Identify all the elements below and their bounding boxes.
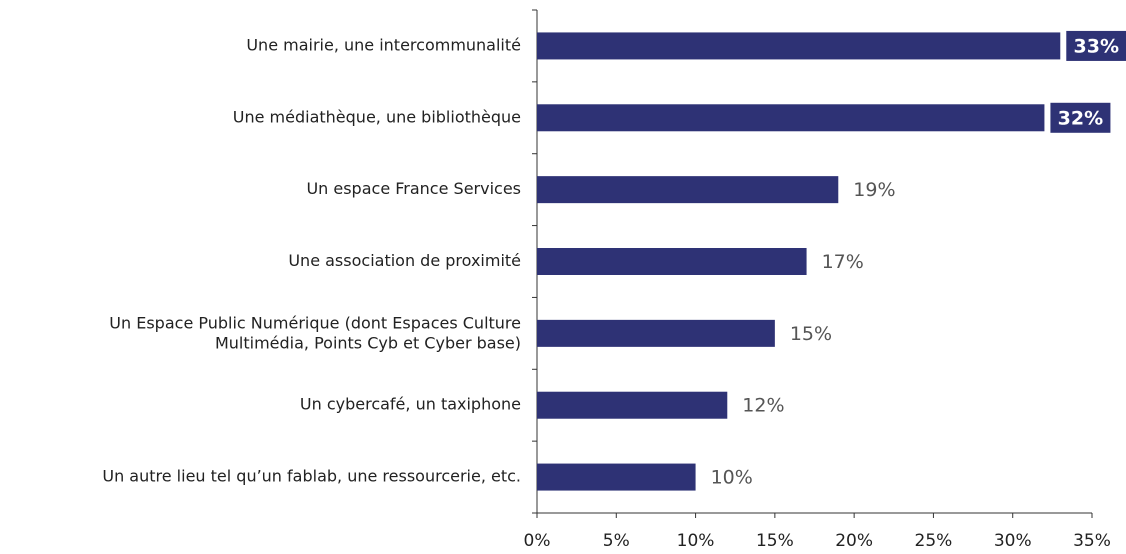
value-label-box: [1050, 102, 1111, 133]
bar: [537, 319, 775, 347]
y-tick-label: Une médiathèque, une bibliothèque: [233, 107, 521, 126]
x-tick-label: 10%: [677, 531, 715, 551]
x-tick-label: 0%: [524, 531, 551, 551]
value-label-box: [1066, 30, 1126, 61]
value-label: 17%: [822, 251, 864, 273]
value-label: 12%: [742, 395, 784, 417]
bar: [537, 32, 1061, 60]
bar: [537, 391, 728, 419]
value-label: 32%: [1058, 107, 1103, 129]
bar: [537, 463, 696, 491]
y-tick-label: Une association de proximité: [288, 251, 521, 270]
bar: [537, 248, 807, 275]
x-tick-label: 5%: [603, 531, 630, 551]
y-tick-label: Un Espace Public Numérique (dont Espaces…: [109, 313, 521, 352]
y-tick-label: Une mairie, une intercommunalité: [246, 35, 521, 54]
value-label: 33%: [1074, 35, 1119, 57]
y-tick-label: Un espace France Services: [306, 179, 521, 198]
bar: [537, 176, 839, 204]
x-tick-label: 25%: [915, 531, 953, 551]
x-tick-label: 30%: [994, 531, 1032, 551]
y-tick-label: Un cybercafé, un taxiphone: [300, 395, 521, 414]
bar: [537, 104, 1045, 132]
value-label: 10%: [711, 467, 753, 489]
x-tick-label: 20%: [835, 531, 873, 551]
value-label: 19%: [853, 179, 895, 201]
y-tick-label: Un autre lieu tel qu’un fablab, une ress…: [102, 467, 521, 486]
x-tick-label: 35%: [1073, 531, 1111, 551]
x-tick-label: 15%: [756, 531, 794, 551]
value-label: 15%: [790, 323, 832, 345]
